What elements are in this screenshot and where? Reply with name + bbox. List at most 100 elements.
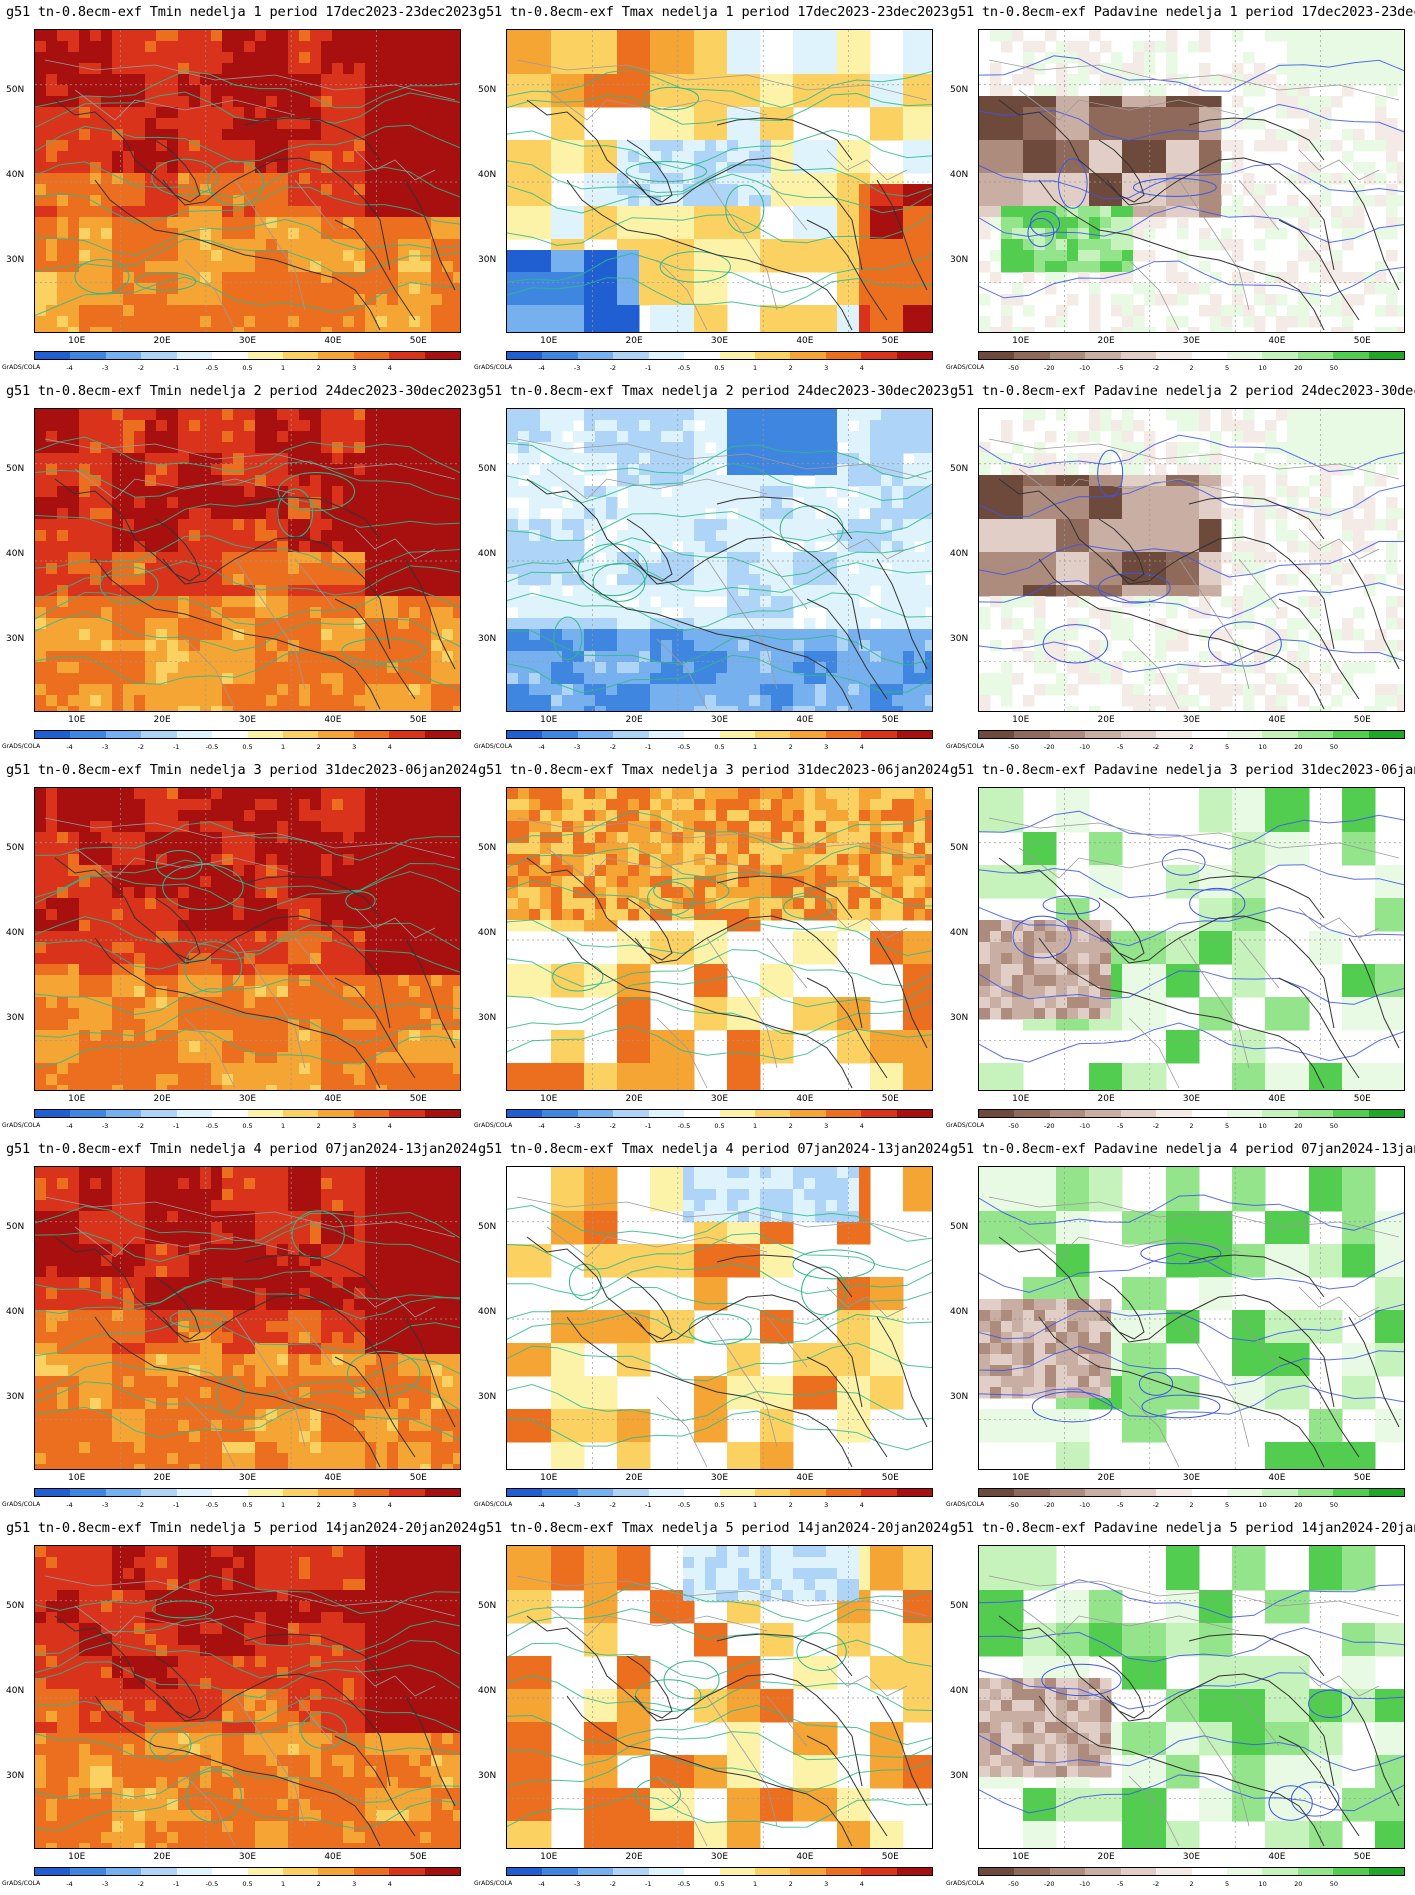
field-cell <box>112 140 124 152</box>
field-cell <box>650 173 662 185</box>
field-cell <box>903 486 915 498</box>
field-cell <box>409 695 421 707</box>
grads-attribution: GrADS/COLA <box>946 364 985 371</box>
field-cell <box>518 294 530 306</box>
field-cell <box>266 486 278 498</box>
field-cell <box>1320 140 1332 152</box>
field-cell <box>716 453 728 465</box>
field-cell <box>255 162 267 174</box>
field-cell <box>914 239 926 251</box>
field-cell <box>145 651 157 663</box>
field-cell <box>1287 206 1299 218</box>
field-cell <box>705 283 717 295</box>
field-cell <box>409 96 421 108</box>
field-cell <box>145 442 157 454</box>
field-cell <box>420 74 432 86</box>
field-cell <box>79 41 91 53</box>
field-cell <box>1144 129 1156 141</box>
field-cell <box>288 195 300 207</box>
field-cell <box>749 464 761 476</box>
field-cell <box>398 607 410 619</box>
field-cell <box>892 431 904 443</box>
field-cell <box>420 129 432 141</box>
field-cell <box>694 195 706 207</box>
field-cell <box>233 552 245 564</box>
field-cell <box>584 618 596 630</box>
field-cell <box>738 250 750 262</box>
field-cell <box>1375 129 1387 141</box>
field-cell <box>145 107 157 119</box>
field-cell <box>507 327 519 332</box>
field-cell <box>134 52 146 64</box>
field-cell <box>705 195 717 207</box>
field-cell <box>793 195 805 207</box>
field-cell <box>892 305 904 317</box>
field-cell <box>518 173 530 185</box>
field-cell <box>551 74 563 86</box>
field-cell <box>112 52 124 64</box>
field-cell <box>178 453 190 465</box>
field-cell <box>387 585 399 597</box>
field-cell <box>705 294 717 306</box>
field-cell <box>892 327 904 332</box>
field-cell <box>1177 206 1189 218</box>
field-cell <box>398 530 410 542</box>
field-cell <box>1034 184 1046 196</box>
field-cell <box>1100 74 1112 86</box>
field-cell <box>650 217 662 229</box>
field-cell <box>222 585 234 597</box>
field-cell <box>760 508 772 520</box>
field-cell <box>1067 129 1079 141</box>
field-cell <box>90 607 102 619</box>
field-cell <box>222 706 234 711</box>
field-cell <box>507 261 519 273</box>
field-cell <box>1166 118 1178 130</box>
field-cell <box>1188 173 1200 185</box>
field-cell <box>442 162 454 174</box>
field-cell <box>211 195 223 207</box>
field-cell <box>771 195 783 207</box>
field-cell <box>815 305 827 317</box>
field-cell <box>815 228 827 240</box>
field-cell <box>716 261 728 273</box>
field-cell <box>68 118 80 130</box>
field-cell <box>925 316 932 328</box>
field-cell <box>903 85 915 97</box>
field-cell <box>848 316 860 328</box>
field-cell <box>672 552 684 564</box>
field-cell <box>1221 228 1233 240</box>
field-cell <box>68 684 80 696</box>
field-cell <box>112 272 124 284</box>
field-cell <box>683 294 695 306</box>
field-cell <box>826 519 838 531</box>
field-cell <box>771 96 783 108</box>
field-cell <box>35 563 47 575</box>
field-cell <box>420 327 432 332</box>
field-cell <box>1364 41 1376 53</box>
field-cell <box>112 206 124 218</box>
field-cell <box>101 151 113 163</box>
field-cell <box>277 530 289 542</box>
field-cell <box>837 294 849 306</box>
field-cell <box>990 74 1002 86</box>
field-cell <box>200 129 212 141</box>
field-cell <box>321 217 333 229</box>
field-cell <box>793 640 805 652</box>
field-cell <box>727 420 739 432</box>
field-cell <box>881 651 893 663</box>
field-cell <box>343 327 355 332</box>
field-cell <box>826 206 838 218</box>
field-cell <box>79 640 91 652</box>
field-cell <box>1111 305 1123 317</box>
field-cell <box>562 530 574 542</box>
field-cell <box>178 184 190 196</box>
field-cell <box>694 673 706 685</box>
field-cell <box>694 85 706 97</box>
field-cell <box>244 453 256 465</box>
color-bar-label: -4 <box>538 364 545 372</box>
field-cell <box>255 453 267 465</box>
field-cell <box>859 475 871 487</box>
field-cell <box>925 431 932 443</box>
field-cell <box>343 96 355 108</box>
field-cell <box>156 294 168 306</box>
